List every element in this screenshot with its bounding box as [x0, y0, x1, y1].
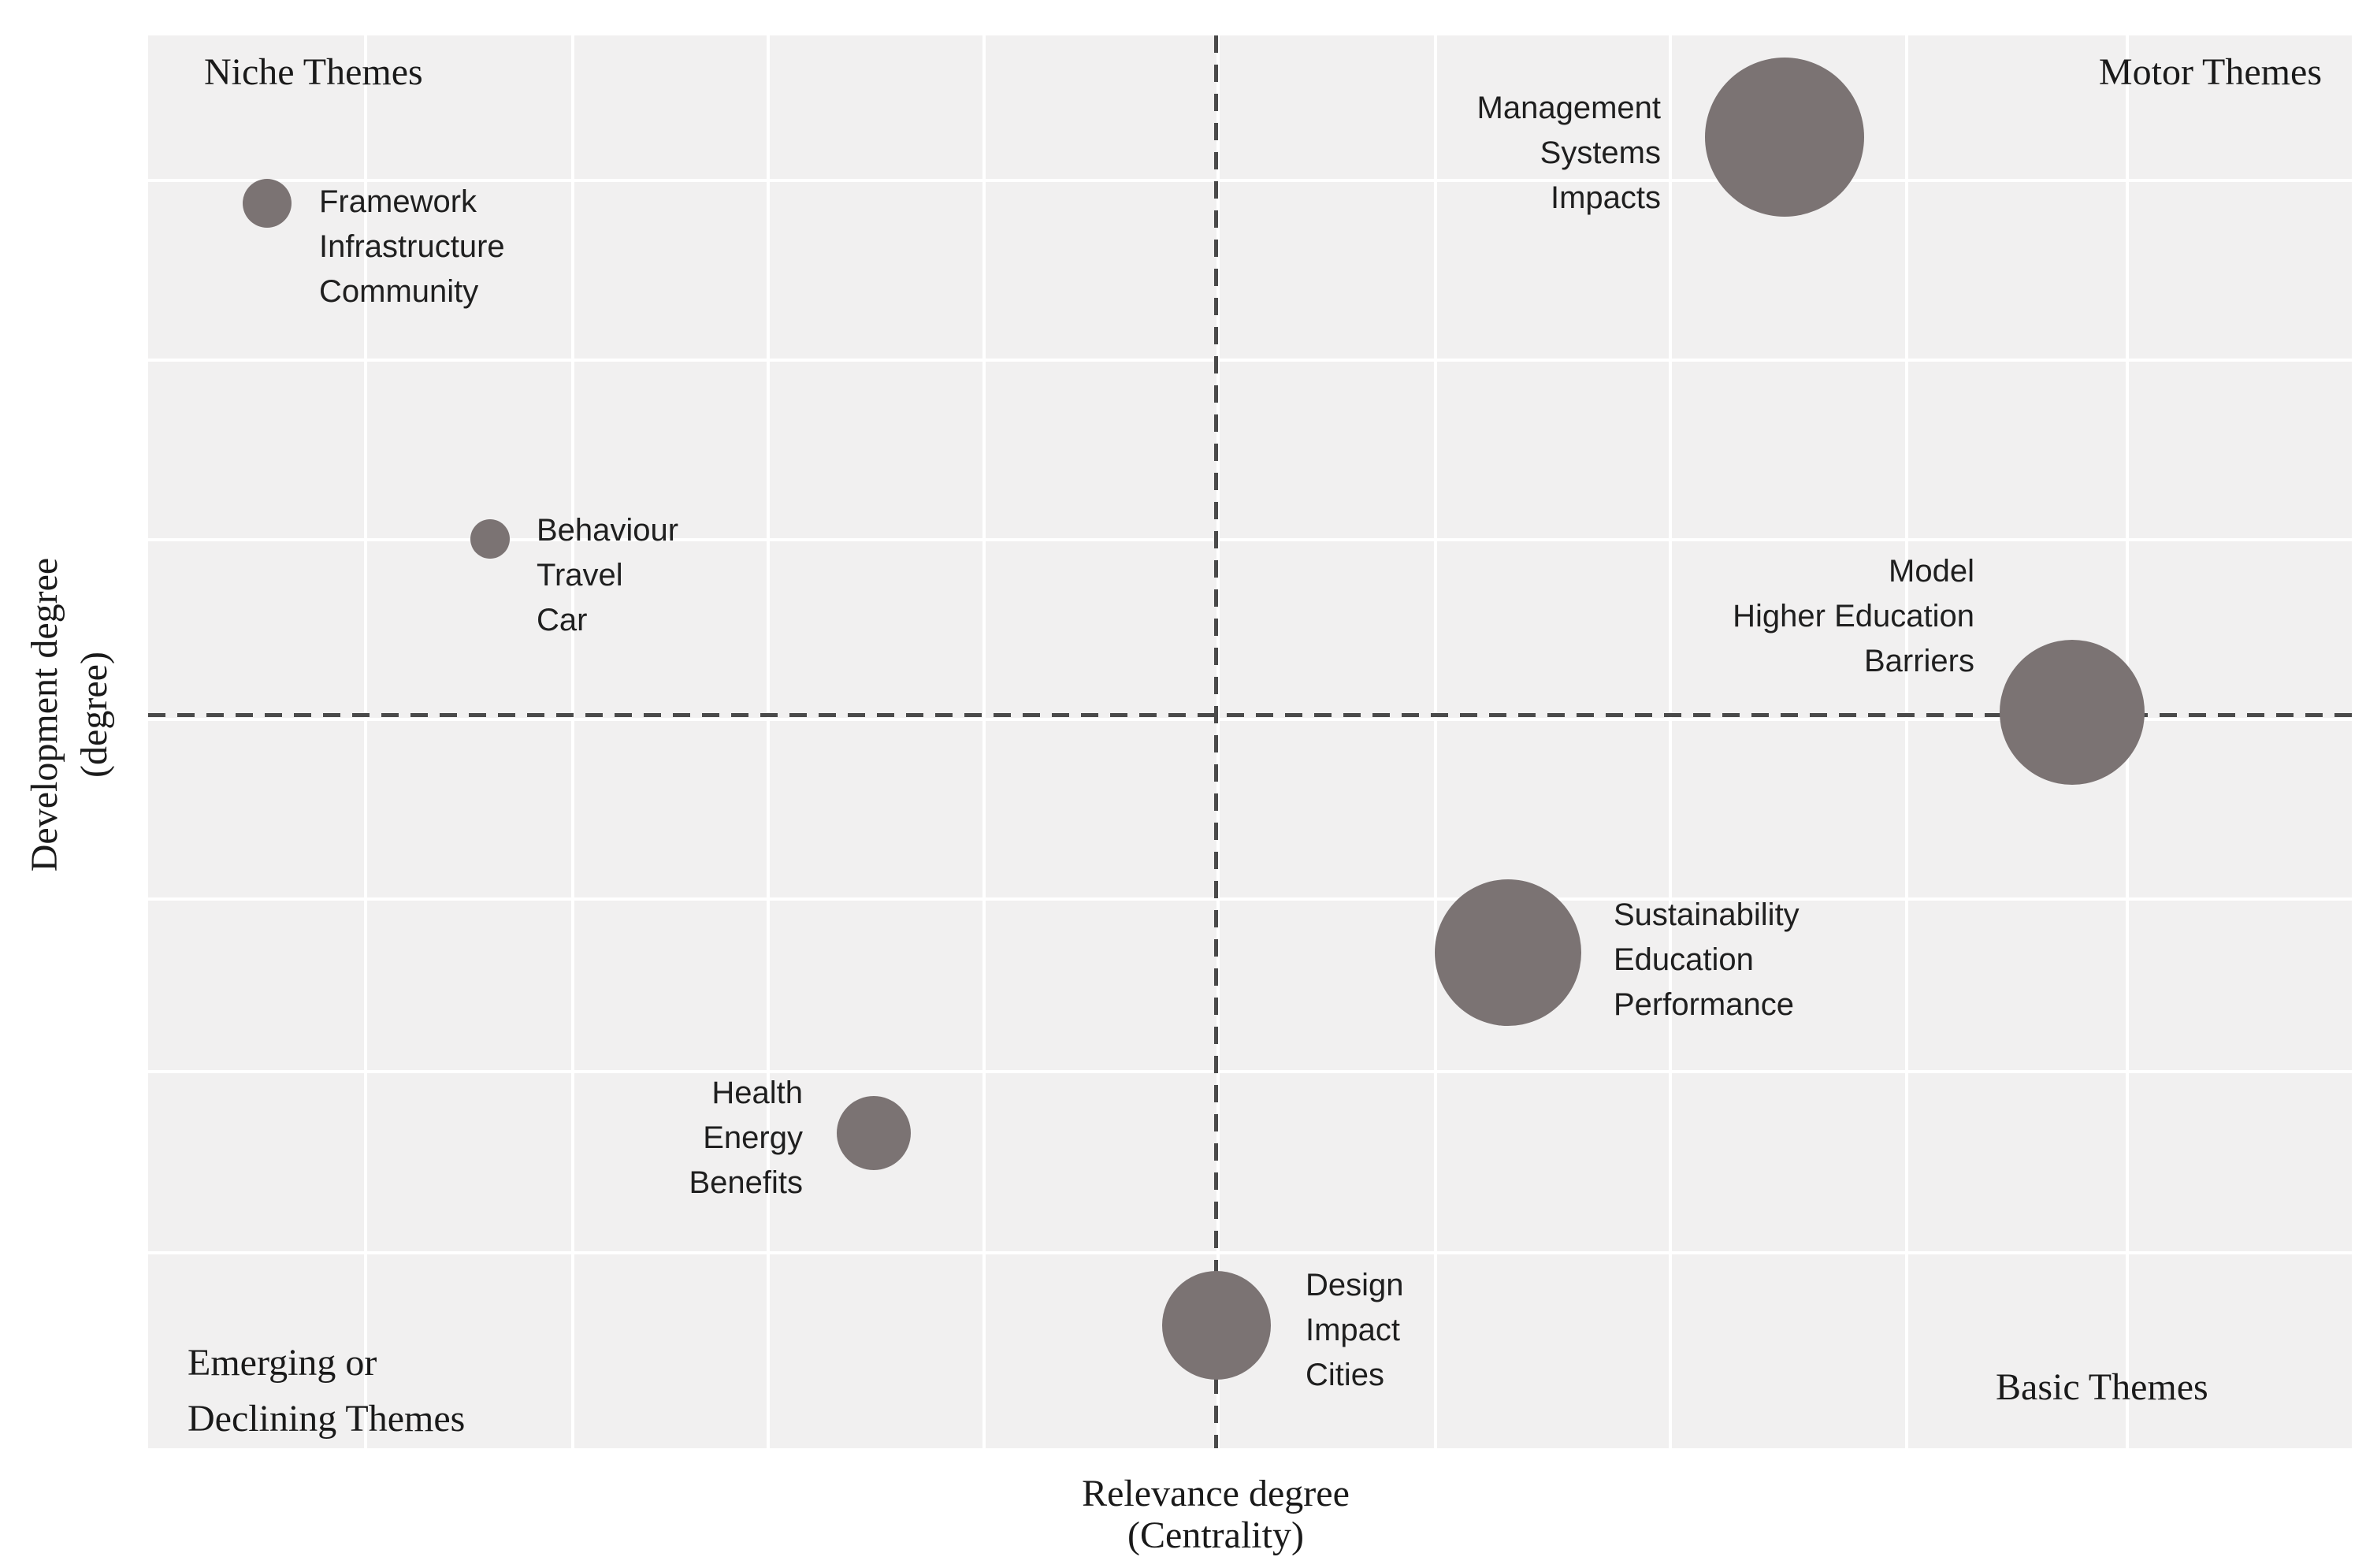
y-axis-title-line: (degree)	[73, 652, 115, 778]
theme-bubble-label: Sustainability Education Performance	[1614, 893, 1800, 1027]
vertical-dashed-axis-line	[1214, 35, 1218, 1448]
vertical-gridline	[571, 35, 574, 1448]
theme-bubble-label-line: Model	[1889, 554, 1974, 589]
horizontal-gridline	[148, 897, 2352, 901]
theme-bubble-label-line: Performance	[1614, 987, 1794, 1022]
theme-bubble-label-line: Management	[1476, 91, 1661, 125]
quadrant-label-niche-themes: Niche Themes	[204, 51, 423, 93]
quadrant-label-line: Emerging or	[188, 1342, 377, 1384]
quadrant-label-basic-themes: Basic Themes	[1996, 1366, 2208, 1408]
theme-bubble-label-line: Impacts	[1550, 180, 1661, 215]
quadrant-label-emerging-declining-themes: Emerging or Declining Themes	[188, 1335, 465, 1447]
theme-bubble-label-line: Education	[1614, 942, 1754, 977]
theme-bubble	[1705, 58, 1864, 217]
theme-bubble-label-line: Travel	[537, 558, 623, 593]
theme-bubble	[243, 179, 292, 228]
theme-bubble-label-line: Community	[319, 274, 479, 309]
horizontal-gridline	[148, 1070, 2352, 1073]
theme-bubble-label-line: Cities	[1306, 1358, 1385, 1392]
theme-bubble-label-line: Health	[711, 1076, 803, 1110]
vertical-gridline	[1216, 35, 1220, 1448]
x-axis-title-line: (Centrality)	[1127, 1514, 1304, 1556]
theme-bubble-label-line: Car	[537, 603, 588, 637]
theme-bubble	[470, 519, 510, 559]
quadrant-label-line: Declining Themes	[188, 1398, 466, 1440]
theme-bubble	[1435, 879, 1581, 1026]
theme-bubble-label-line: Design	[1306, 1268, 1404, 1302]
vertical-gridline	[1905, 35, 1908, 1448]
theme-bubble	[2000, 640, 2145, 785]
horizontal-dashed-axis-line	[148, 713, 2352, 717]
horizontal-gridline	[148, 359, 2352, 362]
theme-bubble-label: Model Higher Education Barriers	[1733, 549, 1974, 684]
y-axis-title-line: Development degree	[24, 557, 65, 872]
horizontal-gridline	[148, 718, 2352, 721]
theme-bubble-label-line: Benefits	[689, 1165, 803, 1200]
theme-bubble-label-line: Systems	[1540, 136, 1661, 170]
quadrant-label-motor-themes: Motor Themes	[2098, 51, 2322, 93]
theme-bubble-label: Design Impact Cities	[1306, 1263, 1404, 1398]
horizontal-gridline	[148, 179, 2352, 182]
theme-bubble-label-line: Infrastructure	[319, 229, 505, 264]
vertical-gridline	[364, 35, 367, 1448]
vertical-gridline	[767, 35, 770, 1448]
vertical-gridline	[1669, 35, 1672, 1448]
theme-bubble-label-line: Sustainability	[1614, 897, 1800, 932]
x-axis-title: Relevance degree (Centrality)	[822, 1473, 1610, 1556]
horizontal-gridline	[148, 538, 2352, 541]
theme-bubble-label-line: Barriers	[1863, 644, 1974, 678]
plot-area	[148, 35, 2352, 1448]
theme-bubble	[837, 1096, 911, 1170]
vertical-gridline	[1434, 35, 1437, 1448]
theme-bubble-label-line: Higher Education	[1733, 599, 1974, 634]
vertical-gridline	[982, 35, 986, 1448]
theme-bubble-label-line: Energy	[703, 1120, 803, 1155]
horizontal-gridline	[148, 1251, 2352, 1254]
theme-bubble-label: Management Systems Impacts	[1477, 86, 1661, 221]
theme-bubble-label-line: Behaviour	[537, 513, 679, 548]
theme-bubble-label: Behaviour Travel Car	[537, 508, 678, 643]
theme-bubble-label-line: Impact	[1306, 1313, 1401, 1347]
theme-bubble	[1162, 1271, 1271, 1380]
y-axis-title: Development degree (degree)	[20, 321, 119, 1109]
x-axis-title-line: Relevance degree	[1082, 1473, 1350, 1514]
theme-bubble-label: Framework Infrastructure Community	[319, 180, 505, 314]
theme-bubble-label-line: Framework	[319, 184, 477, 219]
theme-bubble-label: Health Energy Benefits	[689, 1071, 803, 1206]
